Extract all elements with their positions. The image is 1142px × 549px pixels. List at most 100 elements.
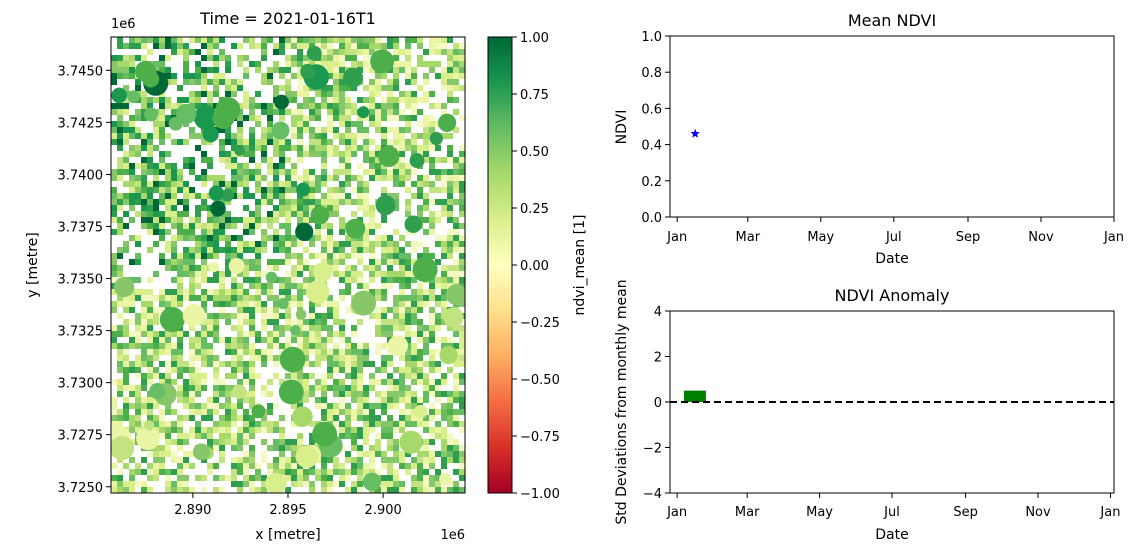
raster-cell	[129, 475, 135, 481]
raster-cell	[381, 331, 387, 337]
raster-cell	[369, 217, 375, 223]
raster-cell	[129, 199, 135, 205]
raster-cell	[195, 91, 201, 97]
raster-cell	[321, 337, 327, 343]
raster-cell	[267, 331, 273, 337]
raster-cell	[213, 253, 219, 259]
raster-cell	[435, 49, 441, 55]
raster-cell	[231, 169, 237, 175]
raster-cell	[273, 67, 279, 73]
raster-cell	[315, 301, 321, 307]
ndvi-anomaly-y-axis: 420−2−4	[643, 305, 670, 502]
raster-cell	[219, 415, 225, 421]
raster-cell	[339, 229, 345, 235]
raster-cell	[195, 253, 201, 259]
raster-cell	[123, 487, 129, 493]
raster-cell	[411, 103, 417, 109]
raster-cell	[153, 217, 159, 223]
raster-cell	[447, 193, 453, 199]
raster-cell	[387, 283, 393, 289]
raster-cell	[357, 259, 363, 265]
raster-cell	[141, 385, 147, 391]
colorbar-gradient	[487, 36, 513, 494]
raster-cell	[405, 367, 411, 373]
raster-cell	[423, 193, 429, 199]
raster-cell	[381, 259, 387, 265]
raster-cell	[135, 463, 141, 469]
raster-cell	[243, 97, 249, 103]
raster-cell	[129, 259, 135, 265]
raster-cell	[273, 307, 279, 313]
raster-cell	[171, 259, 177, 265]
raster-cell	[423, 175, 429, 181]
raster-cell	[417, 457, 423, 463]
raster-cell	[303, 97, 309, 103]
raster-cell	[345, 157, 351, 163]
raster-cell	[369, 79, 375, 85]
colorbar: 1.000.750.500.250.00−0.25−0.50−0.75−1.00…	[487, 31, 588, 502]
raster-cell	[345, 349, 351, 355]
raster-cell	[171, 109, 177, 115]
raster-cell	[291, 145, 297, 151]
raster-cell	[339, 253, 345, 259]
raster-cell	[183, 451, 189, 457]
raster-cell	[375, 79, 381, 85]
raster-cell	[435, 37, 441, 43]
raster-cell	[189, 37, 195, 43]
raster-cell	[273, 265, 279, 271]
raster-cell	[135, 331, 141, 337]
raster-cell	[207, 103, 213, 109]
raster-cell	[291, 115, 297, 121]
raster-cell	[399, 409, 405, 415]
raster-cell	[231, 439, 237, 445]
raster-cell	[333, 265, 339, 271]
raster-cell	[243, 187, 249, 193]
raster-cell	[375, 169, 381, 175]
raster-cell	[447, 265, 453, 271]
raster-cell	[393, 259, 399, 265]
raster-cell	[345, 235, 351, 241]
raster-cell	[363, 115, 369, 121]
raster-cell	[375, 403, 381, 409]
raster-cell	[405, 121, 411, 127]
raster-cell	[219, 55, 225, 61]
raster-cell	[195, 241, 201, 247]
raster-cell	[213, 421, 219, 427]
raster-cell	[315, 313, 321, 319]
raster-cell	[285, 313, 291, 319]
raster-cell	[375, 343, 381, 349]
raster-cell	[429, 145, 435, 151]
raster-cell	[201, 241, 207, 247]
raster-cell	[189, 349, 195, 355]
raster-cell	[147, 157, 153, 163]
raster-cell	[327, 175, 333, 181]
raster-cell	[327, 49, 333, 55]
raster-cell	[333, 49, 339, 55]
raster-cell	[303, 259, 309, 265]
raster-cell	[387, 433, 393, 439]
raster-cell	[351, 247, 357, 253]
raster-cell	[405, 385, 411, 391]
raster-cell	[369, 67, 375, 73]
raster-cell	[159, 451, 165, 457]
raster-cell	[189, 451, 195, 457]
raster-cell	[165, 181, 171, 187]
raster-cell	[189, 259, 195, 265]
raster-cell	[447, 199, 453, 205]
raster-cell	[147, 367, 153, 373]
raster-cell	[123, 343, 129, 349]
raster-cell	[315, 61, 321, 67]
raster-cell	[453, 415, 459, 421]
raster-cell	[375, 391, 381, 397]
raster-cell	[213, 319, 219, 325]
raster-cell	[441, 307, 447, 313]
raster-cell	[171, 49, 177, 55]
raster-cell	[255, 43, 261, 49]
mean-ndvi-y-tick-label: 0.4	[641, 139, 662, 154]
raster-cell	[429, 163, 435, 169]
raster-cell	[129, 295, 135, 301]
raster-cell	[303, 325, 309, 331]
raster-cell	[423, 421, 429, 427]
raster-cell	[327, 193, 333, 199]
raster-cell	[261, 457, 267, 463]
